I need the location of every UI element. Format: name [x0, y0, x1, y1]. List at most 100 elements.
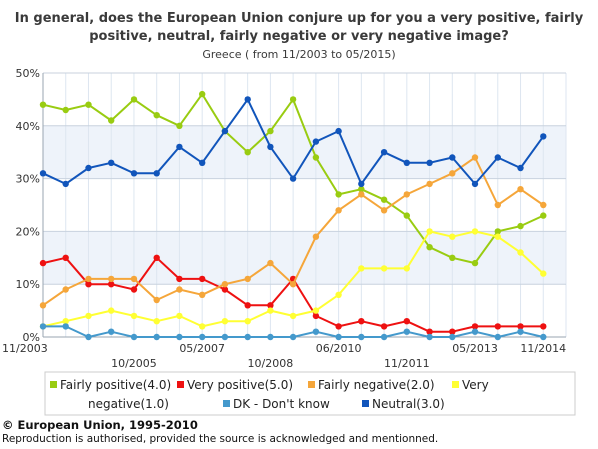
data-point-fairly-positive-4-0: [244, 149, 251, 156]
data-point-fairly-negative-2-0: [39, 302, 47, 309]
data-point-very-negative-1-0: [471, 228, 479, 235]
data-point-very-negative-1-0: [403, 265, 410, 272]
data-point-dk-don-t-know: [335, 333, 342, 341]
data-point-very-negative-1-0: [85, 312, 92, 320]
legend-marker: [362, 400, 369, 407]
data-point-fairly-negative-2-0: [221, 281, 229, 288]
data-point-fairly-negative-2-0: [85, 275, 92, 283]
data-point-very-positive-5-0: [358, 318, 365, 325]
data-point-very-negative-1-0: [312, 307, 320, 314]
data-point-fairly-positive-4-0: [267, 127, 274, 135]
data-point-fairly-positive-4-0: [289, 96, 297, 103]
data-point-neutral-3-0: [540, 133, 547, 140]
y-tick-label: 0%: [23, 331, 40, 344]
data-point-fairly-positive-4-0: [199, 90, 206, 98]
data-point-neutral-3-0: [85, 164, 92, 172]
data-point-very-negative-1-0: [426, 228, 433, 235]
y-tick-label: 30%: [16, 173, 40, 186]
data-point-very-positive-5-0: [517, 323, 524, 330]
legend-marker: [50, 381, 57, 388]
data-point-very-negative-1-0: [358, 265, 365, 272]
data-point-very-positive-5-0: [199, 275, 206, 283]
data-point-neutral-3-0: [289, 175, 297, 182]
legend-marker: [452, 381, 459, 388]
y-tick-label: 40%: [16, 120, 40, 133]
data-point-neutral-3-0: [312, 138, 320, 145]
data-point-neutral-3-0: [176, 143, 183, 151]
data-point-very-positive-5-0: [108, 281, 115, 288]
data-point-very-negative-1-0: [289, 312, 297, 320]
x-tick-label: 05/2007: [179, 342, 225, 355]
data-point-very-positive-5-0: [62, 254, 69, 261]
data-point-fairly-negative-2-0: [176, 286, 183, 293]
data-point-dk-don-t-know: [85, 333, 92, 341]
legend-entry: Fairly positive(4.0): [60, 378, 171, 392]
data-point-fairly-positive-4-0: [108, 117, 115, 124]
data-point-fairly-negative-2-0: [199, 291, 206, 298]
data-point-fairly-positive-4-0: [39, 101, 47, 108]
data-point-fairly-negative-2-0: [426, 180, 433, 188]
data-point-dk-don-t-know: [289, 333, 297, 341]
data-point-fairly-positive-4-0: [540, 212, 547, 219]
data-point-neutral-3-0: [471, 180, 479, 188]
series-layer: [39, 90, 547, 341]
data-point-dk-don-t-know: [199, 333, 206, 341]
x-tick-label: 10/2008: [248, 357, 294, 370]
data-point-dk-don-t-know: [449, 333, 456, 341]
data-point-neutral-3-0: [335, 127, 342, 135]
data-point-fairly-negative-2-0: [517, 186, 524, 193]
x-axis-ticks: 11/2003 05/2007 06/2010 05/2013 11/2014 10/20…: [2, 342, 566, 370]
x-tick-label: 06/2010: [316, 342, 362, 355]
data-point-dk-don-t-know: [176, 333, 183, 341]
data-point-fairly-negative-2-0: [153, 296, 160, 304]
data-point-fairly-negative-2-0: [267, 259, 274, 267]
data-point-neutral-3-0: [153, 170, 160, 177]
plot-band: [43, 125, 566, 179]
data-point-very-negative-1-0: [153, 318, 160, 325]
data-point-very-negative-1-0: [199, 323, 206, 330]
data-point-fairly-negative-2-0: [62, 286, 69, 293]
data-point-neutral-3-0: [403, 159, 410, 166]
data-point-very-positive-5-0: [540, 323, 547, 330]
legend-entry: Very: [462, 378, 489, 392]
x-tick-label: 11/2003: [2, 342, 48, 355]
data-point-very-positive-5-0: [312, 312, 320, 320]
legend-entry: Very positive(5.0): [187, 378, 293, 392]
data-point-very-negative-1-0: [221, 318, 229, 325]
data-point-dk-don-t-know: [358, 333, 365, 341]
data-point-fairly-positive-4-0: [335, 191, 342, 198]
data-point-very-positive-5-0: [176, 275, 183, 283]
data-point-very-positive-5-0: [153, 254, 160, 261]
y-tick-label: 20%: [16, 225, 40, 238]
data-point-very-positive-5-0: [449, 328, 456, 335]
data-point-neutral-3-0: [380, 149, 388, 156]
chart-title-line-1: In general, does the European Union conj…: [15, 11, 584, 26]
data-point-fairly-positive-4-0: [380, 196, 388, 203]
legend-box: [44, 371, 576, 416]
data-point-fairly-negative-2-0: [358, 191, 365, 198]
data-point-fairly-negative-2-0: [380, 207, 388, 214]
x-tick-label: 05/2013: [452, 342, 498, 355]
plot-band: [43, 73, 566, 126]
data-point-neutral-3-0: [358, 180, 365, 188]
data-point-very-positive-5-0: [494, 323, 501, 330]
data-point-dk-don-t-know: [517, 328, 524, 335]
data-point-very-negative-1-0: [335, 291, 342, 298]
footer-notice: Reproduction is authorised, provided the…: [2, 433, 438, 445]
plot-band: [43, 284, 566, 337]
x-tick-label: 10/2005: [111, 357, 157, 370]
y-tick-label: 10%: [16, 278, 40, 291]
data-point-very-negative-1-0: [244, 318, 251, 325]
legend-marker: [177, 381, 184, 388]
data-point-dk-don-t-know: [39, 323, 47, 330]
data-point-neutral-3-0: [130, 170, 138, 177]
legend-marker: [223, 400, 230, 407]
data-point-dk-don-t-know: [312, 328, 320, 335]
legend-entry: DK - Don't know: [233, 397, 330, 411]
x-tick-label: 11/2014: [520, 342, 566, 355]
data-point-fairly-negative-2-0: [540, 201, 547, 209]
data-point-fairly-negative-2-0: [130, 275, 138, 283]
footer-copyright: © European Union, 1995-2010: [2, 418, 198, 432]
legend-entry: Fairly negative(2.0): [318, 378, 435, 392]
